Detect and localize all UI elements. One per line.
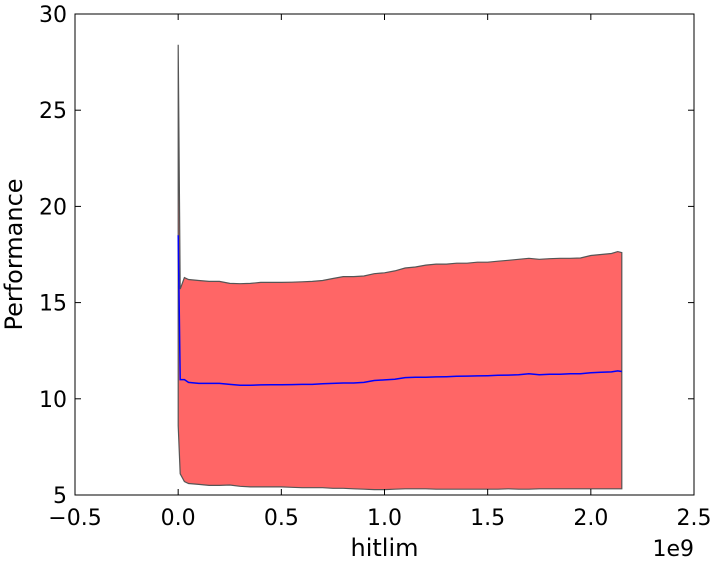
y-axis-label: Performance xyxy=(0,178,28,330)
x-tick-label: −0.5 xyxy=(48,506,101,531)
x-tick-label: 0.5 xyxy=(264,506,299,531)
std-band-layer xyxy=(177,44,623,491)
x-tick-label: 1.0 xyxy=(367,506,402,531)
x-tick-label: 2.5 xyxy=(677,506,712,531)
y-tick-label: 30 xyxy=(39,3,67,28)
x-tick-label: 0.0 xyxy=(161,506,196,531)
y-tick-label: 5 xyxy=(53,484,67,509)
y-tick-label: 15 xyxy=(39,292,67,317)
x-tick-label: 2.0 xyxy=(573,506,608,531)
y-tick-label: 20 xyxy=(39,195,67,220)
mean-performance-line xyxy=(177,235,622,387)
y-tick-label: 25 xyxy=(39,99,67,124)
mean-line-layer xyxy=(177,235,622,387)
std-band-area xyxy=(177,44,623,491)
x-axis-ticks: −0.5 0.0 0.5 1.0 1.5 2.0 2.5 xyxy=(48,14,712,531)
x-axis-label: hitlim xyxy=(350,534,418,562)
y-tick-label: 10 xyxy=(39,388,67,413)
y-axis-ticks: 5 10 15 20 25 30 xyxy=(39,3,694,509)
x-axis-offset-label: 1e9 xyxy=(652,537,694,562)
x-tick-label: 1.5 xyxy=(470,506,505,531)
